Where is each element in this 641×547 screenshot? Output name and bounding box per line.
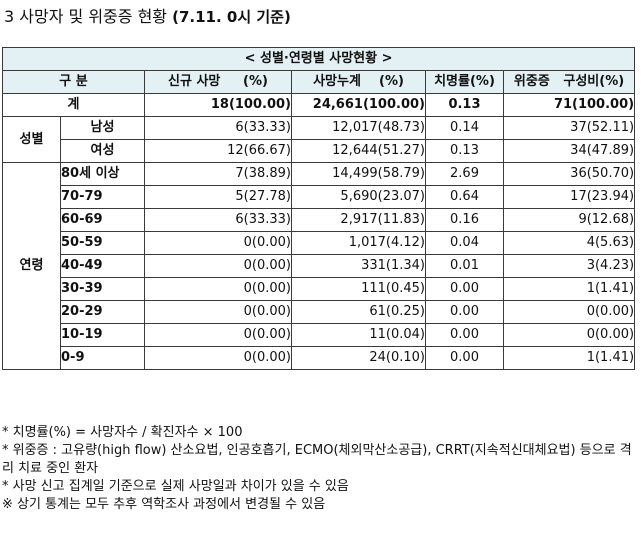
header-new-deaths: 신규 사망 (%) bbox=[144, 70, 292, 94]
row-group-label: 성별 bbox=[2, 116, 61, 163]
total-fatality: 0.13 bbox=[425, 93, 504, 117]
cell-critical: 34(47.89) bbox=[502, 139, 636, 163]
cell-new-deaths: 5(27.78) bbox=[144, 185, 292, 209]
cell-cumulative: 331(1.34) bbox=[291, 254, 426, 278]
header-category: 구 분 bbox=[2, 70, 145, 94]
total-critical: 71(100.00) bbox=[502, 93, 636, 117]
cell-critical: 3(4.23) bbox=[502, 254, 636, 278]
table-row: 10-19 0(0.00) 11(0.04) 0.00 0(0.00) bbox=[3, 323, 636, 347]
cell-fatality: 0.00 bbox=[425, 300, 504, 324]
row-label: 여성 bbox=[60, 139, 145, 163]
cell-fatality: 0.64 bbox=[425, 185, 504, 209]
cell-fatality: 0.00 bbox=[425, 277, 504, 301]
row-label: 20-29 bbox=[60, 300, 145, 324]
header-critical: 위중증 구성비(%) bbox=[502, 70, 636, 94]
cell-new-deaths: 0(0.00) bbox=[144, 323, 292, 347]
cell-cumulative: 11(0.04) bbox=[291, 323, 426, 347]
cell-critical: 1(1.41) bbox=[502, 277, 636, 301]
row-label: 남성 bbox=[60, 116, 145, 140]
section-subtitle: (7.11. 0시 기준) bbox=[172, 8, 291, 26]
table-row: 30-39 0(0.00) 111(0.45) 0.00 1(1.41) bbox=[3, 277, 636, 301]
footnote: * 치명률(%) = 사망자수 / 확진자수 × 100 bbox=[2, 425, 243, 440]
row-label: 70-79 bbox=[60, 185, 145, 209]
cell-critical: 4(5.63) bbox=[502, 231, 636, 255]
row-label: 60-69 bbox=[60, 208, 145, 232]
cell-new-deaths: 12(66.67) bbox=[144, 139, 292, 163]
cell-cumulative: 111(0.45) bbox=[291, 277, 426, 301]
table-row: 60-69 6(33.33) 2,917(11.83) 0.16 9(12.68) bbox=[3, 208, 636, 232]
cell-critical: 36(50.70) bbox=[502, 162, 636, 186]
row-label: 0-9 bbox=[60, 346, 145, 370]
section-number: 3 bbox=[4, 7, 15, 26]
table-caption-row: < 성별·연령별 사망현황 > bbox=[1, 47, 636, 71]
cell-cumulative: 1,017(4.12) bbox=[291, 231, 426, 255]
total-row: 계 18(100.00) 24,661(100.00) 0.13 71(100.… bbox=[2, 93, 636, 117]
cell-new-deaths: 6(33.33) bbox=[144, 208, 292, 232]
cell-fatality: 0.01 bbox=[425, 254, 504, 278]
total-new-deaths: 18(100.00) bbox=[144, 93, 292, 117]
cell-critical: 0(0.00) bbox=[502, 323, 636, 347]
cell-new-deaths: 0(0.00) bbox=[144, 254, 292, 278]
cell-fatality: 0.00 bbox=[425, 323, 504, 347]
cell-new-deaths: 0(0.00) bbox=[144, 300, 292, 324]
cell-cumulative: 61(0.25) bbox=[291, 300, 426, 324]
cell-new-deaths: 6(33.33) bbox=[144, 116, 292, 140]
cell-cumulative: 5,690(23.07) bbox=[291, 185, 426, 209]
cell-new-deaths: 0(0.00) bbox=[144, 231, 292, 255]
footnote: * 사망 신고 집계일 기준으로 실제 사망일과 차이가 있을 수 있음 bbox=[2, 479, 349, 494]
total-cumulative: 24,661(100.00) bbox=[291, 93, 426, 117]
table-row: 성별 남성 6(33.33) 12,017(48.73) 0.14 37(52.11) bbox=[2, 116, 636, 163]
cell-critical: 9(12.68) bbox=[502, 208, 636, 232]
table-caption: < 성별·연령별 사망현황 > bbox=[1, 47, 636, 71]
cell-fatality: 0.16 bbox=[425, 208, 504, 232]
cell-cumulative: 14,499(58.79) bbox=[291, 162, 426, 186]
section-heading: 3 사망자 및 위중증 현황 (7.11. 0시 기준) bbox=[4, 4, 291, 30]
footnote: * 위중증 : 고유량(high flow) 산소요법, 인공호흡기, ECMO… bbox=[2, 443, 632, 476]
cell-fatality: 0.14 bbox=[425, 116, 504, 140]
header-fatality: 치명률(%) bbox=[425, 70, 504, 94]
section-title: 사망자 및 위중증 현황 bbox=[19, 7, 168, 26]
row-label: 50-59 bbox=[60, 231, 145, 255]
row-group-label: 연령 bbox=[2, 162, 61, 370]
cell-critical: 0(0.00) bbox=[502, 300, 636, 324]
cell-critical: 37(52.11) bbox=[502, 116, 636, 140]
footnotes: * 치명률(%) = 사망자수 / 확진자수 × 100 * 위중증 : 고유량… bbox=[2, 424, 638, 514]
cell-fatality: 0.13 bbox=[425, 139, 504, 163]
death-statistics-table: < 성별·연령별 사망현황 > 구 분 신규 사망 (%) 사망누계 (%) 치… bbox=[1, 47, 636, 370]
table-row: 20-29 0(0.00) 61(0.25) 0.00 0(0.00) bbox=[3, 300, 636, 324]
table-row: 70-79 5(27.78) 5,690(23.07) 0.64 17(23.94) bbox=[3, 185, 636, 209]
table-row: 연령 80세 이상 7(38.89) 14,499(58.79) 2.69 36(50.7… bbox=[2, 162, 636, 370]
cell-critical: 17(23.94) bbox=[502, 185, 636, 209]
table-row: 여성 12(66.67) 12,644(51.27) 0.13 34(47.89) bbox=[3, 139, 636, 163]
cell-critical: 1(1.41) bbox=[502, 346, 636, 370]
table-row: 40-49 0(0.00) 331(1.34) 0.01 3(4.23) bbox=[3, 254, 636, 278]
table-row: 50-59 0(0.00) 1,017(4.12) 0.04 4(5.63) bbox=[3, 231, 636, 255]
cell-cumulative: 24(0.10) bbox=[291, 346, 426, 370]
cell-new-deaths: 0(0.00) bbox=[144, 346, 292, 370]
cell-fatality: 2.69 bbox=[425, 162, 504, 186]
table-header-row: 구 분 신규 사망 (%) 사망누계 (%) 치명률(%) 위중증 구성비(%) bbox=[2, 70, 636, 94]
header-cumulative: 사망누계 (%) bbox=[291, 70, 426, 94]
row-label: 80세 이상 bbox=[60, 162, 145, 186]
row-label: 10-19 bbox=[60, 323, 145, 347]
cell-fatality: 0.04 bbox=[425, 231, 504, 255]
cell-fatality: 0.00 bbox=[425, 346, 504, 370]
total-label: 계 bbox=[2, 93, 145, 117]
footnote: ※ 상기 통계는 모두 추후 역학조사 과정에서 변경될 수 있음 bbox=[2, 497, 326, 512]
table-row: 0-9 0(0.00) 24(0.10) 0.00 1(1.41) bbox=[3, 346, 636, 370]
row-label: 30-39 bbox=[60, 277, 145, 301]
cell-cumulative: 12,644(51.27) bbox=[291, 139, 426, 163]
row-label: 40-49 bbox=[60, 254, 145, 278]
cell-cumulative: 12,017(48.73) bbox=[291, 116, 426, 140]
cell-cumulative: 2,917(11.83) bbox=[291, 208, 426, 232]
cell-new-deaths: 0(0.00) bbox=[144, 277, 292, 301]
cell-new-deaths: 7(38.89) bbox=[144, 162, 292, 186]
